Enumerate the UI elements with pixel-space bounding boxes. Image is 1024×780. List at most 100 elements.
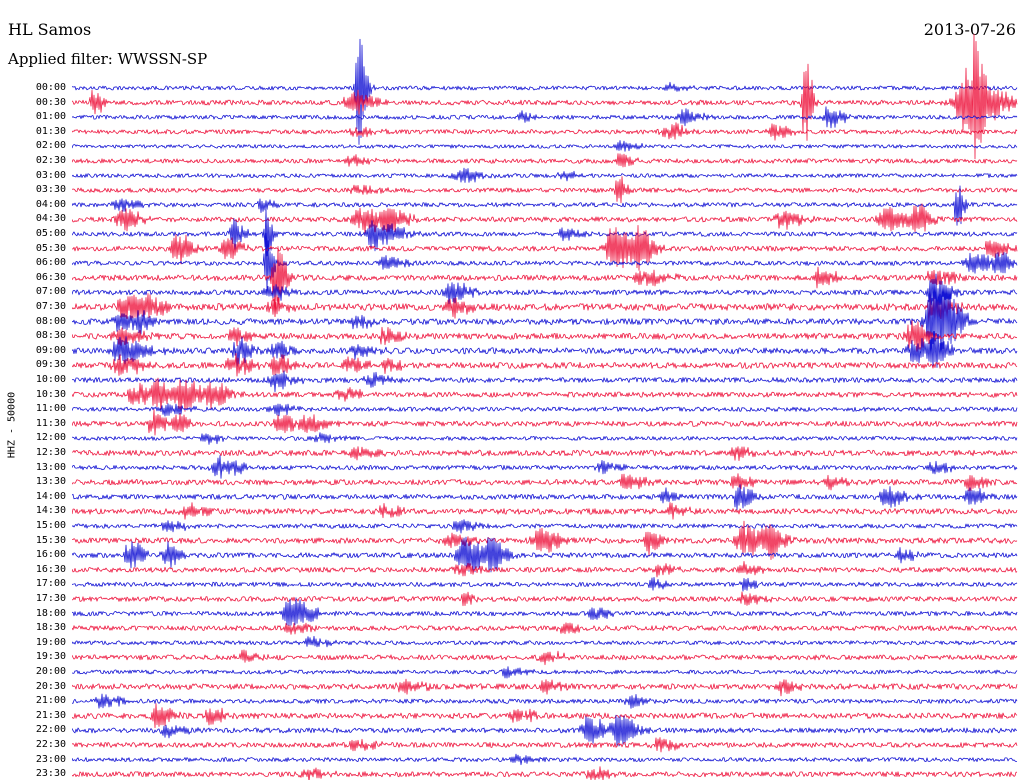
time-label: 20:30 [35, 680, 66, 692]
time-label: 16:00 [35, 549, 66, 561]
seismogram-trace-10:00 [72, 370, 1018, 393]
time-label: 23:30 [35, 768, 66, 780]
time-label: 17:00 [35, 578, 66, 590]
seismogram-trace-16:00 [72, 536, 1018, 573]
seismogram-trace-07:30 [72, 292, 1018, 325]
seismogram-trace-11:30 [72, 409, 1018, 436]
time-label: 10:30 [35, 388, 66, 400]
seismogram-trace-08:00 [72, 273, 1018, 362]
seismogram-trace-08:30 [72, 320, 1018, 352]
seismogram-trace-01:30 [72, 122, 1018, 141]
time-label: 06:30 [35, 271, 66, 283]
seismogram-trace-21:30 [72, 703, 1018, 729]
time-label: 21:30 [35, 709, 66, 721]
time-label: 05:00 [35, 228, 66, 239]
time-label: 22:00 [35, 724, 66, 736]
seismogram-trace-14:30 [72, 502, 1018, 520]
seismogram-trace-15:00 [72, 519, 1018, 534]
seismogram-trace-13:00 [72, 455, 1018, 479]
time-label: 18:30 [35, 622, 66, 634]
station-title: HL Samos [8, 20, 92, 39]
seismogram-trace-20:30 [72, 678, 1018, 697]
seismogram-trace-04:00 [72, 185, 1018, 226]
seismogram-trace-17:00 [72, 577, 1018, 592]
time-label: 03:30 [35, 184, 66, 196]
time-label: 18:00 [35, 607, 66, 619]
seismogram-trace-13:30 [72, 473, 1018, 492]
seismogram-trace-10:30 [72, 377, 1018, 413]
time-label: 13:00 [35, 461, 66, 473]
seismogram-trace-03:30 [72, 176, 1018, 204]
time-label: 09:00 [35, 344, 66, 356]
seismogram-trace-16:30 [72, 561, 1018, 578]
time-label: 08:30 [35, 330, 66, 342]
time-label: 21:00 [35, 695, 66, 707]
seismogram-trace-18:30 [72, 622, 1018, 635]
seismogram-trace-21:00 [72, 693, 1018, 709]
seismogram-trace-23:00 [72, 753, 1017, 766]
date-label: 2013-07-26 [923, 20, 1016, 39]
time-label: 12:30 [35, 447, 66, 458]
seismogram-trace-12:30 [72, 446, 1018, 462]
seismogram-trace-17:30 [72, 591, 1018, 607]
time-label: 06:00 [35, 257, 66, 269]
time-label: 12:00 [35, 432, 66, 444]
time-label: 05:30 [35, 242, 66, 254]
time-label: 10:00 [35, 374, 66, 385]
seismogram-trace-00:30 [72, 33, 1018, 160]
time-label: 07:00 [35, 286, 66, 298]
seismogram-trace-20:00 [72, 666, 1018, 679]
time-label: 02:30 [35, 155, 66, 166]
time-label: 00:30 [35, 96, 66, 108]
seismogram-trace-22:00 [72, 714, 1018, 747]
time-label: 01:30 [35, 125, 66, 137]
time-label: 00:00 [35, 82, 66, 93]
time-label: 19:00 [35, 636, 66, 648]
time-label: 04:30 [35, 213, 66, 225]
seismogram-trace-12:00 [72, 432, 1018, 445]
time-label: 14:00 [35, 490, 66, 502]
seismogram-trace-05:30 [72, 224, 1018, 271]
time-label: 03:00 [35, 169, 66, 181]
time-label: 15:30 [35, 534, 66, 546]
time-label: 15:00 [35, 520, 66, 531]
time-label: 17:30 [35, 593, 66, 604]
time-labels: 00:00 00:30 01:00 01:30 02:00 02:30 03:00 03:30… [0, 0, 68, 780]
seismogram-trace-05:00 [72, 209, 1018, 257]
time-label: 07:30 [35, 301, 66, 312]
time-label: 16:30 [35, 563, 66, 575]
time-label: 11:30 [35, 417, 66, 429]
time-label: 20:00 [35, 666, 66, 677]
time-label: 13:30 [35, 476, 66, 488]
seismogram-trace-06:30 [72, 246, 1018, 317]
seismogram-trace-02:30 [72, 153, 1018, 168]
seismogram-trace-01:00 [72, 106, 1018, 129]
seismogram-trace-02:00 [72, 140, 1018, 152]
seismogram-trace-00:00 [72, 38, 1018, 145]
seismogram-trace-09:00 [72, 330, 1018, 368]
seismogram-trace-15:30 [72, 520, 1018, 560]
seismogram-trace-09:30 [72, 352, 1018, 377]
seismogram-trace-11:00 [72, 403, 1018, 417]
seismogram-trace-19:00 [72, 635, 1018, 648]
time-label: 02:00 [35, 140, 66, 152]
time-label: 04:00 [35, 198, 66, 210]
time-label: 14:30 [35, 505, 66, 517]
time-label: 23:00 [35, 753, 66, 765]
seismogram-trace-14:00 [72, 484, 1018, 511]
time-label: 08:00 [35, 315, 66, 327]
seismogram-trace-03:00 [72, 167, 1018, 183]
seismogram-trace-18:00 [72, 597, 1018, 626]
time-label: 19:30 [35, 651, 66, 663]
filter-label: Applied filter: WWSSN-SP [8, 50, 208, 68]
time-label: 09:30 [35, 359, 66, 371]
seismogram-trace-04:30 [72, 203, 1018, 234]
seismogram-plot [72, 33, 1018, 780]
seismogram-trace-22:30 [72, 737, 1018, 753]
time-label: 22:30 [35, 739, 66, 750]
seismogram-trace-23:30 [72, 766, 1018, 780]
time-label: 11:00 [35, 403, 66, 415]
seismogram-trace-07:00 [72, 278, 1018, 310]
seismogram-trace-06:00 [72, 232, 1018, 292]
